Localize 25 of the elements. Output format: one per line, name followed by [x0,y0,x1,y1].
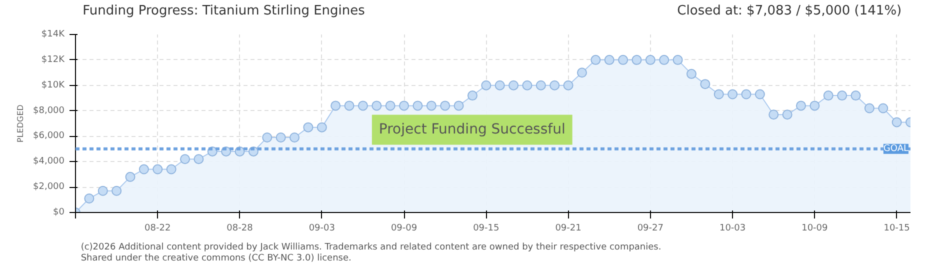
y-tick-label: $10K [41,80,66,90]
y-tick-label: $0 [53,208,65,218]
ref-line-label: GOAL [883,144,909,154]
chart-title: Funding Progress: Titanium Stirling Engines [82,4,366,18]
y-tick-label: $2,000 [33,182,65,192]
x-tick-label: 10-15 [884,224,910,234]
text: Shared under the creative commons (CC BY-NC 3.0) license. [80,254,352,264]
y-tick-label: $14K [41,30,66,40]
x-tick-label: 09-21 [555,224,582,234]
x-tick-label: 08-28 [226,224,254,234]
chart-subtitle: Closed at: $7,083 / $5,000 (141%) [677,4,902,18]
y-axis-title: PLEDGED [16,104,26,142]
annotation: Project Funding Successful [378,122,566,138]
x-tick-label: 09-27 [637,224,664,234]
y-tick-label: $12K [41,54,66,65]
y-tick-label: $6,000 [33,131,65,142]
y-tick-label: $8,000 [33,106,65,116]
y-tick-label: $4,000 [33,156,65,167]
text: (c)2026 Additional content provided by Jack Williams. Trademarks and related content are owned by their respective companies. [80,242,662,252]
x-tick-label: 09-03 [308,224,335,234]
x-tick-label: 10-09 [802,224,828,234]
x-tick-label: 09-15 [473,224,500,234]
x-tick-label: 08-22 [144,224,171,234]
x-tick-label: 10-03 [719,224,746,234]
x-tick-label: 09-09 [390,224,418,234]
